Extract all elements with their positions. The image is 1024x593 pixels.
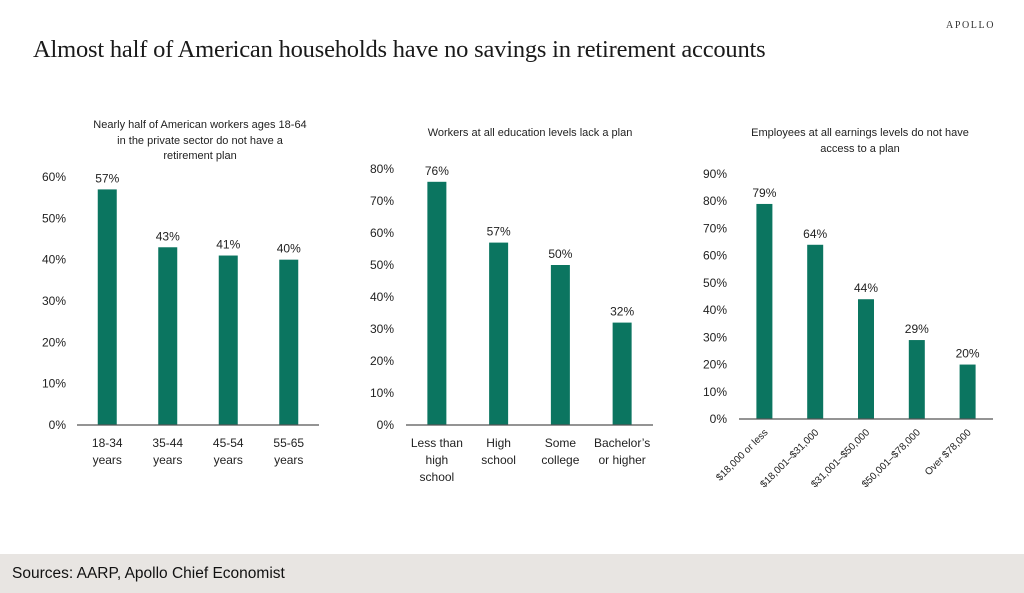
y-tick-label: 0% [710,412,728,426]
bar [858,299,874,419]
footer: Sources: AARP, Apollo Chief Economist [0,554,1024,593]
data-label: 44% [854,281,878,295]
x-category-label: Less than [411,436,463,450]
bar [218,255,238,425]
y-tick-label: 80% [703,194,727,208]
x-category-label: $18,000 or less [714,427,770,483]
y-tick-label: 30% [370,322,394,336]
y-tick-label: 80% [370,162,394,176]
data-label: 50% [548,247,572,261]
sources-text: Sources: AARP, Apollo Chief Economist [12,565,285,582]
chart-3: 0% 10% 20% 30% 40% 50% 60% 70% 80% 90% 79% $18,000 … [703,167,993,490]
x-category-label: years [274,453,303,467]
chart-2-title: Workers at all education levels lack a p… [370,126,690,142]
chart-1: 0% 10% 20% 30% 40% 50% 60% 57% 18-34 years 43% 35-4… [42,170,319,467]
y-tick-label: 30% [703,330,727,344]
x-category-label: or higher [598,453,645,467]
y-tick-label: 50% [703,276,727,290]
chart-1-title-line: in the private sector do not have a [117,134,283,147]
data-label: 41% [216,238,240,252]
page-title: Almost half of American households have … [33,36,766,63]
y-tick-label: 70% [703,221,727,235]
bar [550,265,570,425]
bar [756,203,773,419]
data-label: 76% [425,164,449,178]
y-tick-label: 40% [42,253,66,267]
charts-canvas: 0% 10% 20% 30% 40% 50% 60% 57% 18-34 years 43% 35-4… [42,162,993,490]
y-tick-label: 30% [42,294,66,308]
x-category-label: years [214,453,243,467]
x-category-label: Some [545,436,577,450]
data-label: 32% [610,305,634,319]
x-category-label: 35-44 [152,436,183,450]
chart-3-title-line: Employees at all earnings levels do not … [751,127,969,139]
y-tick-label: 40% [703,303,727,317]
data-label: 20% [956,347,980,361]
data-label: 57% [95,171,119,185]
chart-3-title-line: access to a plan [820,142,900,155]
data-label: 43% [156,229,180,243]
y-tick-label: 60% [370,226,394,240]
data-label: 40% [277,242,301,256]
x-category-label: years [153,453,182,467]
y-tick-label: 50% [42,211,66,225]
y-tick-label: 0% [49,418,67,432]
y-tick-label: 40% [370,290,394,304]
y-tick-label: 10% [703,385,727,399]
x-category-label: High [486,436,511,450]
bar [489,242,509,425]
data-label: 79% [752,186,776,200]
bar [612,322,632,425]
x-category-label: 18-34 [92,436,123,450]
bar [97,189,117,425]
chart-1-title-line: Nearly half of American workers ages 18-… [93,119,307,131]
chart-1-title-line: retirement plan [163,150,237,162]
x-category-label: school [420,470,455,484]
y-tick-label: 10% [370,386,394,400]
x-category-label: high [426,453,449,467]
bar [959,364,976,419]
chart-2: 0% 10% 20% 30% 40% 50% 60% 70% 80% 76% Less than hi… [370,162,653,484]
y-tick-label: 10% [42,377,66,391]
y-tick-label: 0% [377,418,395,432]
y-tick-label: 20% [370,354,394,368]
x-category-label: Bachelor’s [594,436,650,450]
bar [279,259,299,425]
bar [807,244,824,419]
y-tick-label: 60% [42,170,66,184]
y-tick-label: 20% [42,335,66,349]
x-category-label: college [541,453,579,467]
x-category-label: years [93,453,122,467]
x-category-label: school [481,453,516,467]
x-category-label: 45-54 [213,436,244,450]
bar [427,181,447,425]
y-tick-label: 90% [703,167,727,181]
x-category-label: Over $78,000 [923,427,974,478]
data-label: 29% [905,322,929,336]
apollo-logo: APOLLO [946,20,996,31]
y-tick-label: 50% [370,258,394,272]
bar [158,247,178,425]
y-tick-label: 20% [703,358,727,372]
chart-1-title: Nearly half of American workers ages 18-… [40,118,360,165]
data-label: 64% [803,227,827,241]
bar [908,340,925,419]
x-category-label: 55-65 [273,436,304,450]
chart-2-title-line: Workers at all education levels lack a p… [427,127,633,139]
y-tick-label: 70% [370,194,394,208]
data-label: 57% [487,225,511,239]
y-tick-label: 60% [703,249,727,263]
chart-3-title: Employees at all earnings levels do not … [700,126,1020,157]
